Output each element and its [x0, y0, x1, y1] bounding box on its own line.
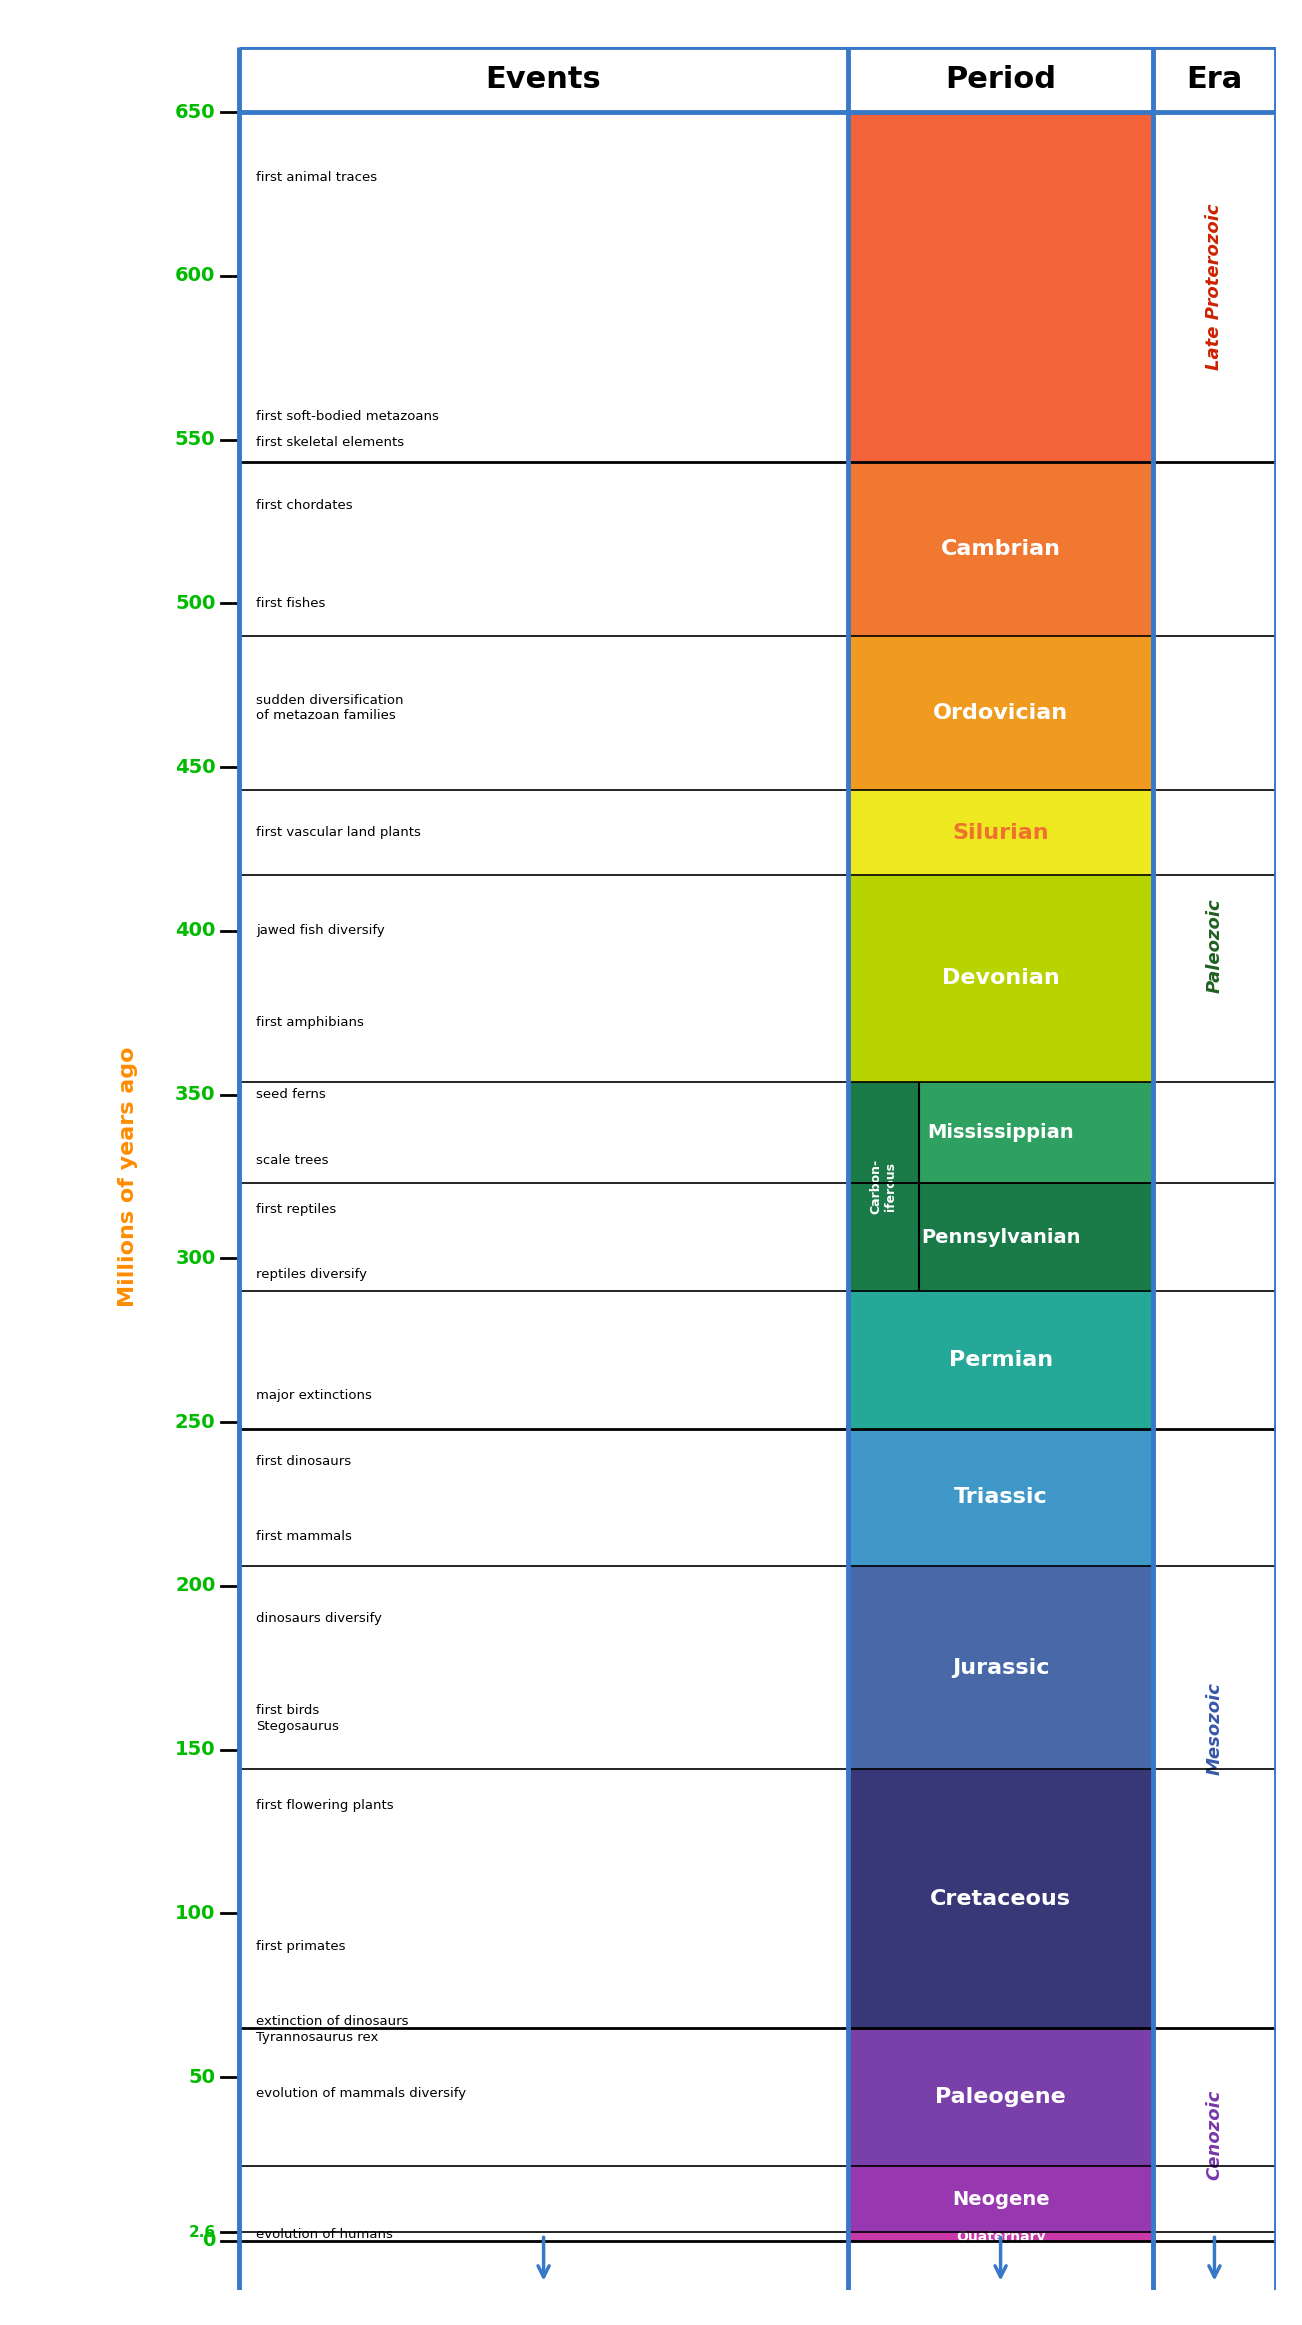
Text: 450: 450 [174, 758, 216, 777]
Text: Cambrian: Cambrian [940, 539, 1061, 560]
Text: Silurian: Silurian [952, 823, 1049, 842]
Text: scale trees: scale trees [256, 1153, 329, 1167]
Text: 100: 100 [174, 1904, 216, 1923]
Text: jawed fish diversify: jawed fish diversify [256, 925, 385, 937]
Text: Triassic: Triassic [953, 1488, 1048, 1507]
Bar [849, 1769, 1152, 2027]
Text: 350: 350 [174, 1086, 216, 1104]
Bar [849, 463, 1152, 637]
Text: seed ferns: seed ferns [256, 1088, 327, 1102]
Text: 500: 500 [174, 593, 216, 614]
Text: 150: 150 [174, 1739, 216, 1760]
Bar [849, 1183, 1152, 1290]
Text: 0: 0 [202, 2232, 216, 2251]
Text: Ordovician: Ordovician [934, 702, 1068, 723]
Text: evolution of humans: evolution of humans [256, 2227, 393, 2241]
Bar [849, 112, 1152, 463]
Text: first chordates: first chordates [256, 498, 353, 512]
Text: 250: 250 [174, 1414, 216, 1432]
Text: Mesozoic: Mesozoic [1206, 1681, 1224, 1774]
Bar [849, 1428, 1152, 1567]
Text: 200: 200 [174, 1576, 216, 1595]
Text: Carbon-
iferous: Carbon- iferous [870, 1158, 897, 1214]
Text: Paleogene: Paleogene [935, 2088, 1066, 2106]
Text: Quaternary: Quaternary [956, 2230, 1046, 2244]
Text: 2.6: 2.6 [189, 2225, 216, 2239]
Text: first amphibians: first amphibians [256, 1016, 365, 1030]
Text: first dinosaurs: first dinosaurs [256, 1455, 352, 1467]
Text: Era: Era [1186, 65, 1242, 93]
Text: 50: 50 [189, 2067, 216, 2088]
Text: extinction of dinosaurs: extinction of dinosaurs [256, 2016, 409, 2027]
Text: Neogene: Neogene [952, 2190, 1049, 2209]
Bar [849, 2165, 1152, 2232]
Bar [849, 1081, 1152, 1183]
Text: Jurassic: Jurassic [952, 1658, 1049, 1679]
Text: Paleozoic: Paleozoic [1206, 897, 1224, 993]
Text: dinosaurs diversify: dinosaurs diversify [256, 1611, 383, 1625]
Bar [849, 1290, 1152, 1428]
Text: 400: 400 [174, 921, 216, 939]
Text: Permian: Permian [949, 1351, 1052, 1369]
Text: Cretaceous: Cretaceous [930, 1888, 1072, 1909]
Text: Stegosaurus: Stegosaurus [256, 1720, 340, 1732]
Text: sudden diversification
of metazoan families: sudden diversification of metazoan famil… [256, 695, 404, 723]
Bar [849, 2027, 1152, 2165]
Text: first fishes: first fishes [256, 598, 326, 609]
Text: Period: Period [945, 65, 1056, 93]
Text: 650: 650 [174, 102, 216, 121]
Text: Mississippian: Mississippian [927, 1123, 1074, 1142]
Bar [1154, 112, 1276, 2241]
Text: first reptiles: first reptiles [256, 1202, 337, 1216]
Text: first flowering plants: first flowering plants [256, 1800, 395, 1811]
Text: Devonian: Devonian [941, 967, 1060, 988]
Text: first skeletal elements: first skeletal elements [256, 437, 405, 449]
Text: Late Proterozoic: Late Proterozoic [1206, 205, 1224, 370]
Bar [849, 2232, 1152, 2241]
Text: first primates: first primates [256, 1939, 346, 1953]
Text: Tyrannosaurus rex: Tyrannosaurus rex [256, 2032, 379, 2044]
Text: Events: Events [486, 65, 602, 93]
Text: 550: 550 [174, 430, 216, 449]
Bar [240, 46, 1276, 112]
Text: first soft-bodied metazoans: first soft-bodied metazoans [256, 409, 439, 423]
Text: Cenozoic: Cenozoic [1206, 2090, 1224, 2181]
Text: 300: 300 [176, 1249, 216, 1267]
Text: evolution of mammals diversify: evolution of mammals diversify [256, 2088, 466, 2099]
Text: 600: 600 [174, 267, 216, 286]
Text: reptiles diversify: reptiles diversify [256, 1267, 367, 1281]
Bar [849, 874, 1152, 1081]
Text: major extinctions: major extinctions [256, 1390, 372, 1402]
Bar [849, 790, 1152, 874]
Text: Pennsylvanian: Pennsylvanian [921, 1228, 1081, 1246]
Bar [849, 1567, 1152, 1769]
Text: first birds: first birds [256, 1704, 320, 1716]
Bar [849, 1081, 918, 1290]
Text: first animal traces: first animal traces [256, 172, 378, 184]
Text: first vascular land plants: first vascular land plants [256, 825, 422, 839]
Bar [849, 637, 1152, 791]
Text: first mammals: first mammals [256, 1530, 353, 1544]
Bar [240, 112, 849, 2241]
Text: Millions of years ago: Millions of years ago [117, 1046, 138, 1307]
